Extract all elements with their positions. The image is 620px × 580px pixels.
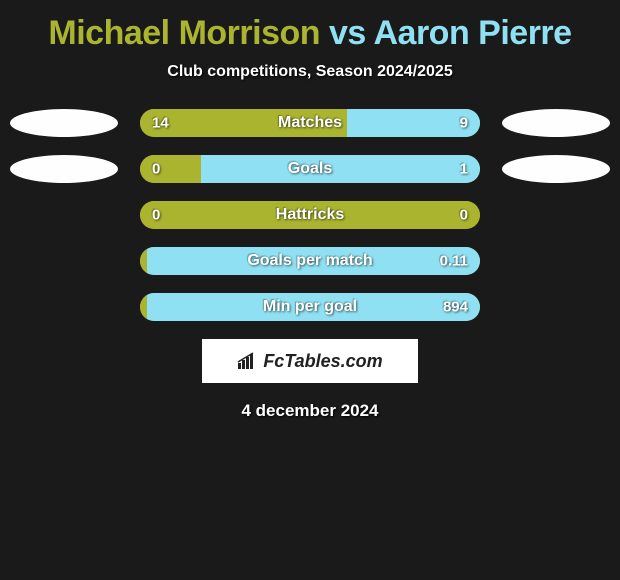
bar-segment-left xyxy=(140,247,147,275)
stat-row: 894 Min per goal xyxy=(0,293,620,321)
comparison-title: Michael Morrison vs Aaron Pierre xyxy=(0,14,620,53)
stat-value-right: 1 xyxy=(460,161,468,178)
stat-label: Goals per match xyxy=(247,252,372,270)
stat-value-right: 894 xyxy=(443,299,468,316)
player2-name: Aaron Pierre xyxy=(373,14,571,52)
stat-row: 0.11 Goals per match xyxy=(0,247,620,275)
footer-date: 4 december 2024 xyxy=(0,401,620,421)
stat-label: Hattricks xyxy=(276,206,344,224)
stat-bar: 0 0 Hattricks xyxy=(140,201,480,229)
footer-logo: FcTables.com xyxy=(202,339,418,383)
stat-label: Goals xyxy=(288,160,332,178)
chart-icon xyxy=(237,352,259,370)
stat-value-right: 0.11 xyxy=(440,253,468,270)
stat-value-left: 0 xyxy=(152,207,160,224)
stat-value-right: 9 xyxy=(460,115,468,132)
stats-block: 14 9 Matches 0 1 Goals 0 0 Hattricks 0.11 Goals pe… xyxy=(0,109,620,321)
player2-indicator xyxy=(502,109,610,137)
footer-logo-text: FcTables.com xyxy=(263,351,382,372)
stat-value-right: 0 xyxy=(460,207,468,224)
player2-indicator xyxy=(502,155,610,183)
stat-bar: 14 9 Matches xyxy=(140,109,480,137)
stat-value-left: 14 xyxy=(152,115,169,132)
bar-segment-right xyxy=(201,155,480,183)
stat-row: 0 1 Goals xyxy=(0,155,620,183)
stat-label: Min per goal xyxy=(263,298,357,316)
stat-bar: 894 Min per goal xyxy=(140,293,480,321)
bar-segment-left xyxy=(140,293,147,321)
stat-bar: 0.11 Goals per match xyxy=(140,247,480,275)
player1-name: Michael Morrison xyxy=(48,14,320,52)
stat-row: 0 0 Hattricks xyxy=(0,201,620,229)
stat-bar: 0 1 Goals xyxy=(140,155,480,183)
vs-separator: vs xyxy=(329,14,366,52)
stat-row: 14 9 Matches xyxy=(0,109,620,137)
bar-segment-left xyxy=(140,155,201,183)
stat-label: Matches xyxy=(278,114,342,132)
subtitle: Club competitions, Season 2024/2025 xyxy=(0,63,620,81)
stat-value-left: 0 xyxy=(152,161,160,178)
player1-indicator xyxy=(10,155,118,183)
player1-indicator xyxy=(10,109,118,137)
